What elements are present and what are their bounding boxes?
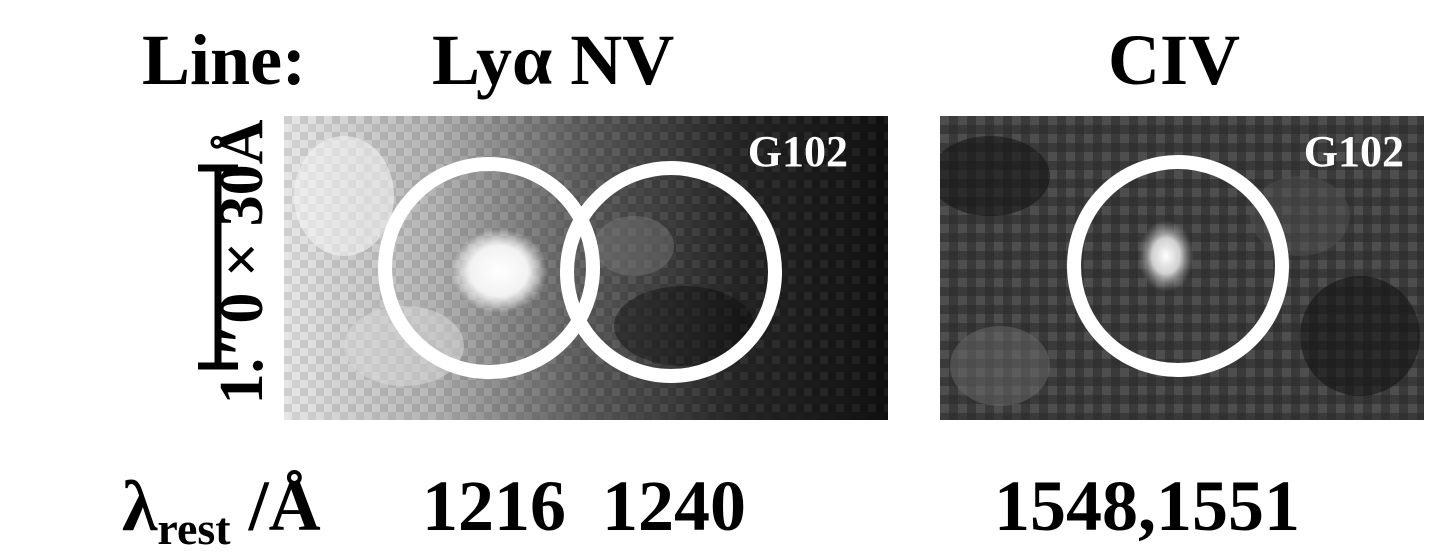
- spectrum-image-civ: [940, 116, 1424, 420]
- grating-label: G102: [747, 127, 848, 176]
- lya-nv-label: Lyα NV: [432, 20, 675, 100]
- aperture-civ: [1067, 155, 1289, 377]
- aperture-lya: [378, 157, 600, 379]
- lambda-unit: /Å: [230, 466, 321, 546]
- lambda-symbol: λ: [122, 466, 158, 546]
- wavelengths-lya-nv: 1216 1240: [422, 466, 746, 546]
- spectrum-image-lya-nv: [284, 116, 888, 420]
- civ-label: CIV: [1108, 20, 1241, 100]
- lambda-subscript: rest: [157, 503, 231, 554]
- grating-label: G102: [1303, 127, 1404, 176]
- spectrum-panel-civ: G102: [940, 116, 1424, 420]
- lambda-rest-label: λrest /Å: [122, 470, 321, 552]
- scale-bar: [198, 164, 238, 370]
- line-label: Line:: [142, 20, 307, 100]
- spectrum-panel-lya-nv: G102: [284, 116, 888, 420]
- wavelengths-civ: 1548,1551: [994, 466, 1300, 546]
- aperture-nv: [560, 161, 782, 383]
